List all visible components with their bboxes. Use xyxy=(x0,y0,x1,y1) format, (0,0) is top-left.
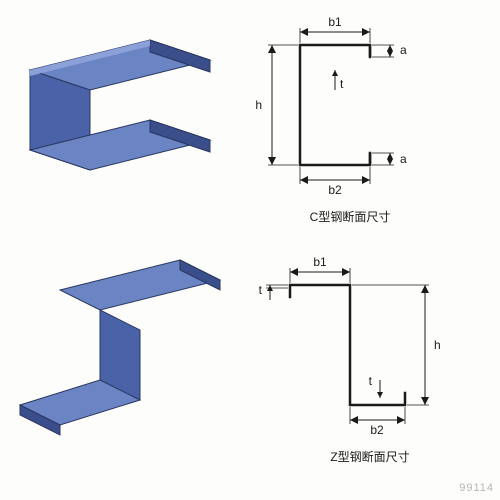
z-profile-outline xyxy=(290,285,405,405)
label-a-top: a xyxy=(400,43,407,57)
z-iso-cell xyxy=(0,250,240,480)
c-profile-outline xyxy=(300,45,370,165)
label-t2: t xyxy=(369,374,373,388)
z-section-diagram: b1 h b2 xyxy=(240,250,440,460)
dim-t: t xyxy=(332,70,344,91)
label-a-bot: a xyxy=(400,152,407,166)
z-isometric xyxy=(0,250,240,480)
label-b2: b2 xyxy=(328,183,342,197)
dim-a-top: a xyxy=(372,43,407,57)
dim-b2: b2 xyxy=(350,407,405,437)
c-diagram-cell: h b1 b2 xyxy=(240,10,500,240)
dim-b2: b2 xyxy=(300,167,370,197)
dim-b1: b1 xyxy=(300,15,370,43)
c-caption: C型钢断面尺寸 xyxy=(250,208,450,225)
c-section-diagram: h b1 b2 xyxy=(240,10,440,220)
label-t: t xyxy=(259,283,263,297)
label-h: h xyxy=(434,338,440,352)
dim-h: h xyxy=(352,285,440,405)
dim-h: h xyxy=(255,45,298,165)
z-caption: Z型钢断面尺寸 xyxy=(270,448,470,465)
page: h b1 b2 xyxy=(0,0,500,500)
z-diagram-cell: b1 h b2 xyxy=(240,250,500,480)
label-t: t xyxy=(340,77,344,91)
label-b2: b2 xyxy=(370,423,384,437)
label-h: h xyxy=(255,98,262,112)
c-isometric xyxy=(0,10,240,240)
dim-a-bot: a xyxy=(372,152,407,166)
watermark: 99114 xyxy=(459,482,494,494)
row-c: h b1 b2 xyxy=(0,10,500,240)
c-iso-cell xyxy=(0,10,240,240)
dim-t-bot: t xyxy=(369,374,383,398)
row-z: b1 h b2 xyxy=(0,250,500,480)
label-b1: b1 xyxy=(313,255,327,269)
dim-b1: b1 xyxy=(290,255,350,283)
label-b1: b1 xyxy=(328,15,342,29)
dim-t-top: t xyxy=(259,283,288,300)
